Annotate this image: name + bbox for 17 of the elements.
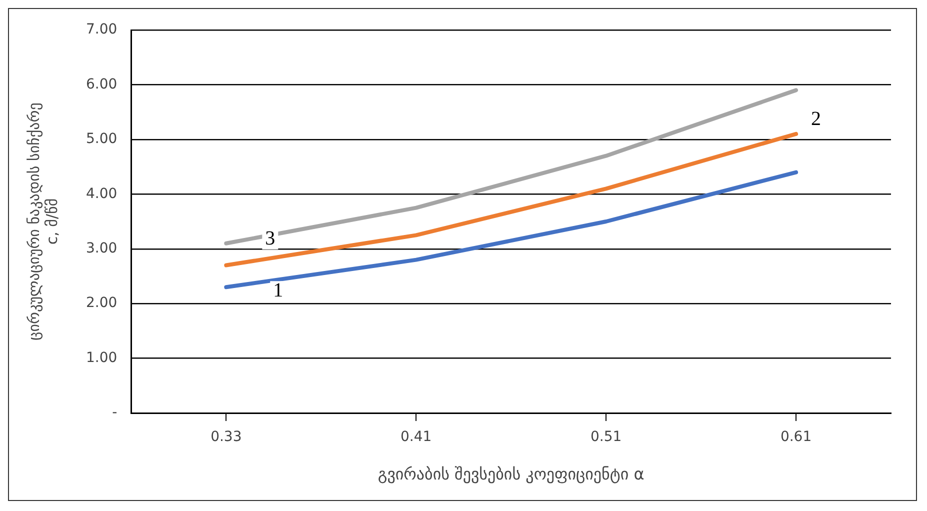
y-axis-title: ცირკულაციური ნაკადის სიჩქარე c, მ/წმ <box>24 102 61 340</box>
y-tick-label: - <box>112 404 118 421</box>
y-tick-label: 7.00 <box>86 22 118 38</box>
y-tick-label: 5.00 <box>86 131 118 148</box>
x-tick-label: 0.33 <box>210 429 242 446</box>
x-tick-label: 0.51 <box>590 429 622 446</box>
y-tick-label: 2.00 <box>86 295 118 312</box>
y-tick-label: 3.00 <box>86 240 118 256</box>
annotation: 1 <box>273 279 284 302</box>
y-tick-label: 4.00 <box>86 186 118 202</box>
y-tick-label: 1.00 <box>86 350 118 366</box>
y-tick-label: 6.00 <box>86 76 118 92</box>
x-tick-label: 0.61 <box>780 429 812 446</box>
annotation: 3 <box>265 228 276 250</box>
x-axis-title: გვირაბის შევსების კოეფიციენტი α <box>378 464 644 484</box>
annotation: 2 <box>811 108 822 130</box>
x-tick-label: 0.41 <box>400 429 432 446</box>
